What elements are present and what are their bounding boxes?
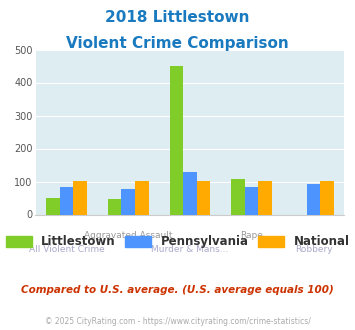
Bar	[121, 189, 135, 214]
Text: Rape: Rape	[240, 231, 263, 240]
Text: Robbery: Robbery	[295, 245, 332, 254]
Legend: Littlestown, Pennsylvania, National: Littlestown, Pennsylvania, National	[1, 231, 354, 253]
Bar	[197, 181, 210, 214]
Text: All Violent Crime: All Violent Crime	[28, 245, 104, 254]
Text: Aggravated Assault: Aggravated Assault	[84, 231, 173, 240]
Bar	[170, 66, 183, 214]
Text: Violent Crime Comparison: Violent Crime Comparison	[66, 36, 289, 51]
Bar	[245, 187, 258, 214]
Bar	[60, 187, 73, 214]
Bar	[307, 184, 320, 214]
Text: Murder & Mans...: Murder & Mans...	[151, 245, 229, 254]
Bar	[258, 181, 272, 214]
Text: © 2025 CityRating.com - https://www.cityrating.com/crime-statistics/: © 2025 CityRating.com - https://www.city…	[45, 317, 310, 326]
Text: Compared to U.S. average. (U.S. average equals 100): Compared to U.S. average. (U.S. average …	[21, 285, 334, 295]
Bar	[183, 172, 197, 215]
Bar	[320, 181, 334, 214]
Text: 2018 Littlestown: 2018 Littlestown	[105, 10, 250, 25]
Bar	[46, 198, 60, 214]
Bar	[231, 179, 245, 215]
Bar	[108, 199, 121, 214]
Bar	[73, 181, 87, 214]
Bar	[135, 181, 148, 214]
